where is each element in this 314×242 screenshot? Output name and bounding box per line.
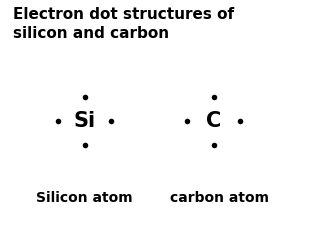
Text: C: C xyxy=(206,111,221,131)
Text: Si: Si xyxy=(74,111,96,131)
Text: carbon atom: carbon atom xyxy=(170,191,269,205)
Text: Electron dot structures of
silicon and carbon: Electron dot structures of silicon and c… xyxy=(13,7,234,41)
Text: Silicon atom: Silicon atom xyxy=(36,191,133,205)
